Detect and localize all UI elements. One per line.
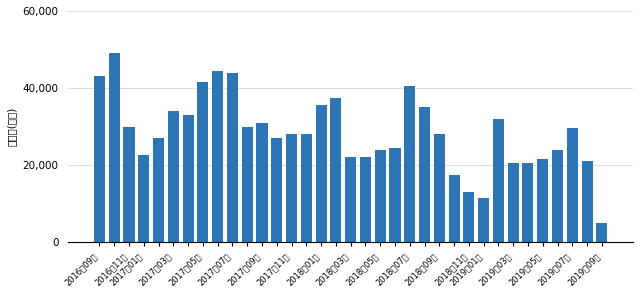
Bar	[109, 53, 120, 242]
Bar	[242, 126, 253, 242]
Bar	[138, 156, 149, 242]
Bar	[567, 128, 578, 242]
Bar	[537, 159, 548, 242]
Bar	[316, 105, 326, 242]
Bar	[345, 157, 356, 242]
Bar	[404, 86, 415, 242]
Bar	[478, 198, 489, 242]
Bar	[552, 150, 563, 242]
Bar	[212, 71, 223, 242]
Bar	[301, 134, 312, 242]
Bar	[286, 134, 297, 242]
Bar	[153, 138, 164, 242]
Bar	[508, 163, 519, 242]
Bar	[227, 73, 238, 242]
Bar	[463, 192, 474, 242]
Bar	[360, 157, 371, 242]
Bar	[434, 134, 445, 242]
Bar	[124, 126, 134, 242]
Bar	[271, 138, 282, 242]
Bar	[330, 98, 341, 242]
Bar	[582, 161, 593, 242]
Bar	[389, 148, 401, 242]
Y-axis label: 거래량(건수): 거래량(건수)	[7, 107, 17, 146]
Bar	[168, 111, 179, 242]
Bar	[197, 82, 209, 242]
Bar	[419, 107, 430, 242]
Bar	[449, 175, 460, 242]
Bar	[374, 150, 386, 242]
Bar	[182, 115, 194, 242]
Bar	[94, 76, 105, 242]
Bar	[596, 223, 607, 242]
Bar	[522, 163, 534, 242]
Bar	[257, 123, 268, 242]
Bar	[493, 119, 504, 242]
